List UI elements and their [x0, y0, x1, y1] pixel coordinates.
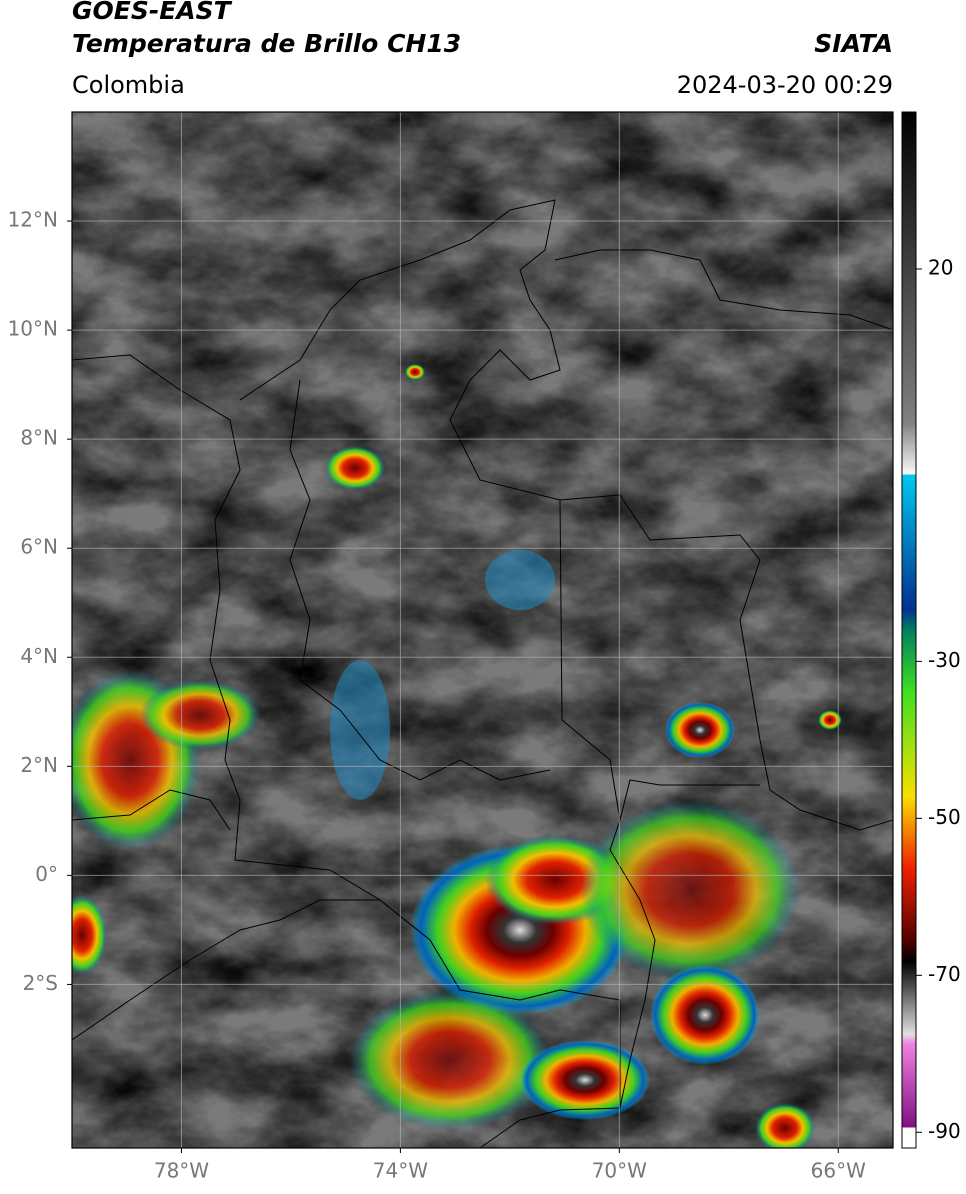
- lon-tick-label: 74°W: [373, 1159, 428, 1183]
- lat-tick-label: 2°N: [20, 753, 58, 777]
- gridlines: [72, 112, 893, 1148]
- title-line1: GOES-EAST: [72, 0, 233, 25]
- borders: [72, 199, 893, 1148]
- lat-tick-label: 4°N: [20, 644, 58, 668]
- lat-tick-label: 8°N: [20, 426, 58, 450]
- lat-tick-label: 10°N: [8, 317, 58, 341]
- lat-tick-label: 0°: [35, 862, 58, 886]
- colorbar: [901, 111, 917, 1149]
- map-frame: [71, 111, 894, 1149]
- colorbar-tick-label: -90: [928, 1119, 961, 1143]
- colorbar-tick-label: 20: [928, 255, 953, 279]
- colorbar-tick-label: -30: [928, 648, 961, 672]
- source: SIATA: [814, 29, 893, 58]
- lon-tick-label: 66°W: [811, 1159, 866, 1183]
- datetime: 2024-03-20 00:29: [677, 71, 893, 99]
- satellite-image: [72, 112, 893, 1148]
- colorbar-tick-label: -70: [928, 962, 961, 986]
- lat-tick-label: 2°S: [23, 971, 58, 995]
- convective-cells: [72, 364, 842, 1148]
- lon-tick-label: 78°W: [154, 1159, 209, 1183]
- lon-tick-label: 70°W: [592, 1159, 647, 1183]
- region: Colombia: [72, 71, 185, 99]
- lat-tick-label: 12°N: [8, 208, 58, 232]
- colorbar-tick-label: -50: [928, 805, 961, 829]
- title-line2: Temperatura de Brillo CH13: [72, 29, 461, 58]
- lat-tick-label: 6°N: [20, 535, 58, 559]
